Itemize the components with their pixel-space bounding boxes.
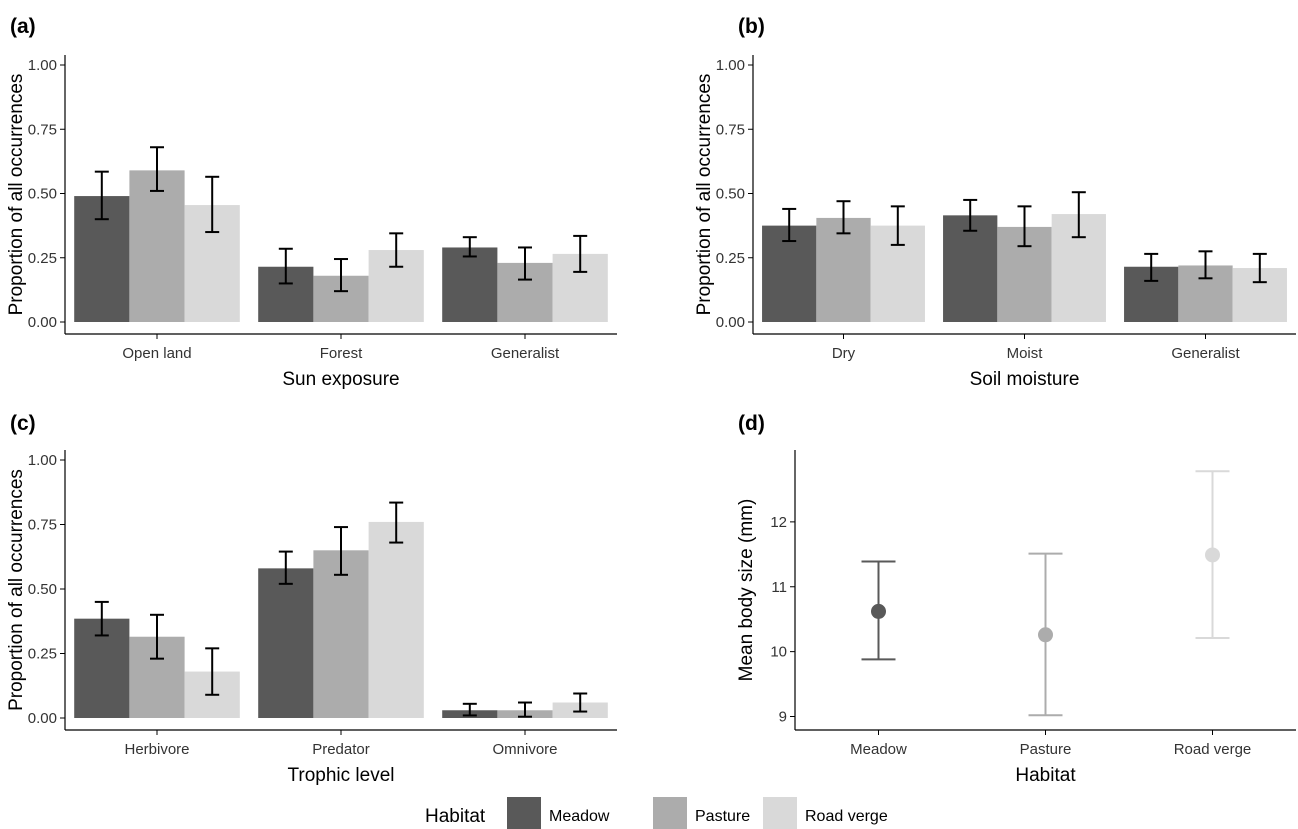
y-tick-label: 1.00 bbox=[28, 57, 57, 74]
x-tick-label: Dry bbox=[832, 345, 856, 362]
legend-title: Habitat bbox=[425, 806, 486, 827]
y-axis-title: Proportion of all occurrences bbox=[694, 74, 715, 316]
point bbox=[1205, 547, 1220, 563]
panel-tag: (d) bbox=[738, 412, 765, 435]
y-tick-label: 1.00 bbox=[716, 57, 745, 74]
x-axis-title: Trophic level bbox=[287, 765, 394, 786]
bar bbox=[442, 247, 498, 322]
x-axis-title: Habitat bbox=[1015, 765, 1076, 786]
panel-tag: (a) bbox=[10, 15, 36, 38]
x-tick-label: Moist bbox=[1007, 345, 1044, 362]
y-tick-label: 0.75 bbox=[716, 121, 745, 138]
bar bbox=[368, 521, 424, 718]
legend-key bbox=[763, 797, 797, 829]
bar bbox=[943, 215, 998, 322]
legend-label: Pasture bbox=[695, 808, 750, 825]
y-tick-label: 0.50 bbox=[28, 581, 57, 598]
y-tick-label: 0.00 bbox=[716, 314, 745, 331]
panel-tag: (b) bbox=[738, 15, 765, 38]
y-tick-label: 0.00 bbox=[28, 710, 57, 727]
panel-tag: (c) bbox=[10, 412, 36, 435]
y-tick-label: 0.25 bbox=[716, 250, 745, 267]
y-tick-label: 0.50 bbox=[28, 186, 57, 203]
legend-key bbox=[507, 797, 541, 829]
x-tick-label: Generalist bbox=[491, 345, 560, 362]
y-axis-title: Proportion of all occurrences bbox=[6, 74, 27, 316]
bar bbox=[313, 550, 369, 718]
legend: Habitat Meadow Pasture Road verge bbox=[425, 797, 888, 829]
y-axis-title: Proportion of all occurrences bbox=[6, 469, 27, 711]
panel-d: (d) 9 10 11 12 Mean body size (mm) Meadow Pastu… bbox=[736, 412, 1296, 786]
y-tick-label: 0.50 bbox=[716, 186, 745, 203]
y-tick-label: 0.75 bbox=[28, 121, 57, 138]
x-tick-label: Forest bbox=[320, 345, 363, 362]
x-tick-label: Omnivore bbox=[492, 741, 557, 758]
y-axis-title: Mean body size (mm) bbox=[736, 499, 757, 682]
x-tick-label: Road verge bbox=[1174, 741, 1252, 758]
y-tick-label: 0.75 bbox=[28, 517, 57, 534]
y-tick-label: 0.25 bbox=[28, 250, 57, 267]
y-tick-label: 11 bbox=[771, 579, 787, 596]
x-axis-title: Soil moisture bbox=[970, 369, 1080, 390]
x-tick-label: Meadow bbox=[850, 741, 907, 758]
x-tick-label: Herbivore bbox=[124, 741, 189, 758]
y-tick-label: 12 bbox=[770, 514, 787, 531]
y-tick-label: 0.25 bbox=[28, 646, 57, 663]
x-tick-label: Open land bbox=[122, 345, 191, 362]
legend-label: Road verge bbox=[805, 808, 888, 825]
bar bbox=[129, 170, 185, 322]
y-tick-label: 0.00 bbox=[28, 314, 57, 331]
bar bbox=[258, 568, 314, 718]
y-tick-label: 1.00 bbox=[28, 452, 57, 469]
x-tick-label: Generalist bbox=[1171, 345, 1240, 362]
point bbox=[1038, 627, 1053, 643]
y-tick-label: 10 bbox=[770, 644, 787, 661]
x-tick-label: Predator bbox=[312, 741, 370, 758]
legend-key bbox=[653, 797, 687, 829]
bar bbox=[816, 217, 871, 322]
x-tick-label: Pasture bbox=[1020, 741, 1072, 758]
y-tick-label: 9 bbox=[779, 709, 787, 726]
legend-label: Meadow bbox=[549, 808, 610, 825]
x-axis-title: Sun exposure bbox=[282, 369, 399, 390]
point bbox=[871, 603, 886, 619]
